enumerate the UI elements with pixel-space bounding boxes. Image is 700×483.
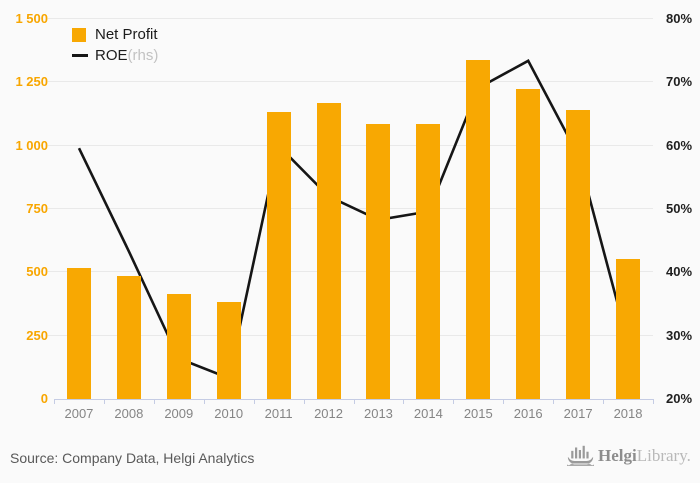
- net-profit-legend-label: Net Profit: [95, 26, 158, 43]
- roe-line-swatch-icon: [72, 54, 88, 57]
- gridline: [48, 334, 653, 336]
- x-axis-label: 2016: [513, 406, 543, 421]
- y-axis-right-label: 50%: [666, 201, 693, 216]
- gridline: [48, 18, 653, 19]
- logo-wordmark: HelgiLibrary.: [598, 445, 691, 465]
- plot-area: [48, 18, 654, 404]
- x-axis-label: 2010: [214, 406, 244, 421]
- axis-tick: [553, 399, 554, 404]
- axis-tick: [154, 399, 155, 404]
- x-axis-label: 2011: [264, 406, 293, 421]
- x-axis-label: 2007: [64, 406, 94, 421]
- axis-tick: [204, 399, 205, 404]
- legend: Net Profit ROE (rhs): [72, 24, 158, 66]
- bar-2011: [266, 112, 291, 399]
- source-note: Source: Company Data, Helgi Analytics: [10, 450, 255, 466]
- viking-ship-icon: [567, 445, 594, 467]
- y-axis-left-label: 1 500: [15, 11, 48, 26]
- helgi-library-logo: HelgiLibrary.: [567, 444, 691, 467]
- gridline: [48, 81, 653, 83]
- bar-2010: [216, 302, 241, 399]
- y-axis-right-label: 70%: [666, 74, 693, 90]
- bar-2009: [166, 294, 191, 399]
- bar-2013: [366, 124, 391, 399]
- bar-2008: [116, 276, 141, 399]
- x-axis-label: 2008: [114, 406, 144, 421]
- bar-2014: [416, 124, 441, 399]
- y-axis-right-label: 30%: [666, 327, 693, 343]
- x-axis-label: 2017: [563, 406, 593, 421]
- bar-2017: [566, 110, 591, 399]
- axis-tick: [603, 399, 604, 404]
- axis-tick: [453, 399, 454, 404]
- axis-tick: [54, 399, 55, 404]
- axis-tick: [403, 399, 404, 404]
- bar-2012: [316, 103, 341, 399]
- roe-legend-suffix: (rhs): [127, 47, 159, 64]
- y-axis-right-label: 60%: [666, 137, 693, 153]
- legend-item-roe: ROE (rhs): [72, 45, 158, 66]
- y-axis-left-label: 0: [40, 391, 48, 406]
- bar-2016: [516, 89, 541, 399]
- gridline: [48, 144, 653, 146]
- gridline: [48, 208, 653, 209]
- gridline: [48, 271, 653, 273]
- axis-tick: [304, 399, 305, 404]
- x-axis-label: 2015: [463, 406, 493, 421]
- bar-2018: [616, 259, 641, 399]
- bar-2007: [66, 268, 91, 399]
- y-axis-right-label: 40%: [666, 264, 693, 280]
- y-axis-left-label: 1 250: [15, 74, 48, 90]
- axis-tick: [653, 399, 654, 404]
- y-axis-right-label: 20%: [666, 391, 693, 406]
- roe-line: [77, 59, 630, 380]
- net-profit-swatch-icon: [72, 27, 86, 42]
- axis-tick: [354, 399, 355, 404]
- y-axis-right-label: 80%: [666, 11, 693, 26]
- axis-tick: [503, 399, 504, 404]
- x-axis-label: 2012: [314, 406, 343, 421]
- roe-legend-label: ROE: [95, 47, 128, 64]
- x-axis-label: 2018: [613, 406, 643, 421]
- y-axis-left-label: 1 000: [15, 137, 48, 153]
- x-axis-label: 2014: [413, 406, 443, 421]
- y-axis-left-label: 750: [26, 201, 48, 216]
- legend-item-net-profit: Net Profit: [72, 24, 158, 45]
- x-axis-label: 2013: [363, 406, 393, 421]
- axis-tick: [254, 399, 255, 404]
- y-axis-left-label: 250: [26, 327, 48, 343]
- y-axis-left-label: 500: [26, 264, 48, 280]
- x-axis-label: 2009: [164, 406, 194, 421]
- bar-2015: [466, 60, 491, 399]
- axis-tick: [104, 399, 105, 404]
